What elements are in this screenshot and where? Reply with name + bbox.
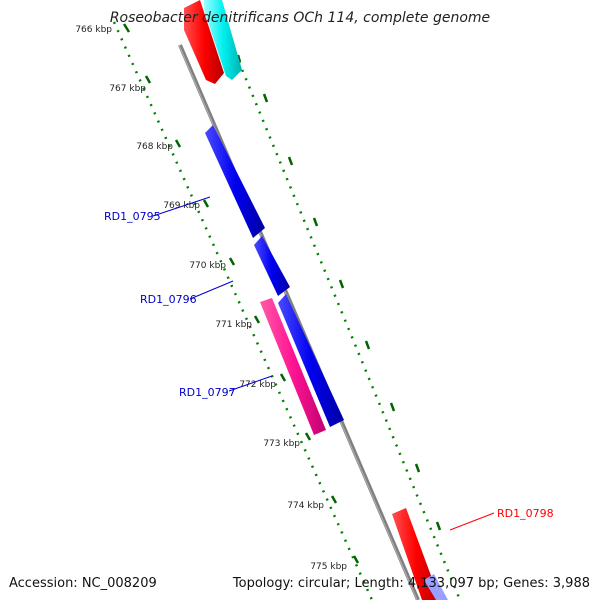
tick-label: 773 kbp [263,439,300,449]
tick-labels: 766 kbp 767 kbp 768 kbp 769 kbp 770 kbp … [75,25,347,572]
gene-label-rd1-0798[interactable]: RD1_0798 [497,507,554,520]
gene-arrow-red-bottom[interactable] [392,508,440,600]
tick-label: 770 kbp [189,261,226,271]
gene-label-leader [449,512,495,531]
inner-tick-marks [122,23,360,564]
gene-label-rd1-0797[interactable]: RD1_0797 [179,386,236,399]
outer-dotted-track [230,44,462,600]
tick-label: 775 kbp [310,562,347,572]
gene-arrow-pink[interactable] [260,298,326,435]
genome-summary-text: Topology: circular; Length: 4,133,097 bp… [232,576,590,591]
tick-label: 768 kbp [136,142,173,152]
accession-text: Accession: NC_008209 [9,576,157,591]
gene-arrow-blue-bottom[interactable] [424,574,448,600]
tick-label: 766 kbp [75,25,112,35]
page-title: Roseobacter denitrificans OCh 114, compl… [110,10,490,26]
gene-arrow-blue-2[interactable] [254,236,290,296]
gene-arrow-blue-1[interactable] [205,125,265,238]
tick-label: 774 kbp [287,501,324,511]
inner-dotted-track [112,21,374,600]
gene-label-leader [152,196,211,217]
gene-arrow-red-top[interactable] [184,0,224,84]
tick-label: 767 kbp [109,84,146,94]
gene-label-rd1-0795[interactable]: RD1_0795 [104,210,161,223]
gene-label-leader [228,375,273,392]
outer-tick-marks [236,54,442,531]
tick-label: 772 kbp [239,380,276,390]
gene-arrow-blue-3[interactable] [278,294,344,427]
gene-label-leader [189,280,234,300]
gene-label-rd1-0796[interactable]: RD1_0796 [140,293,197,306]
gene-arrow-cyan-top[interactable] [204,0,242,80]
tick-label: 771 kbp [215,320,252,330]
